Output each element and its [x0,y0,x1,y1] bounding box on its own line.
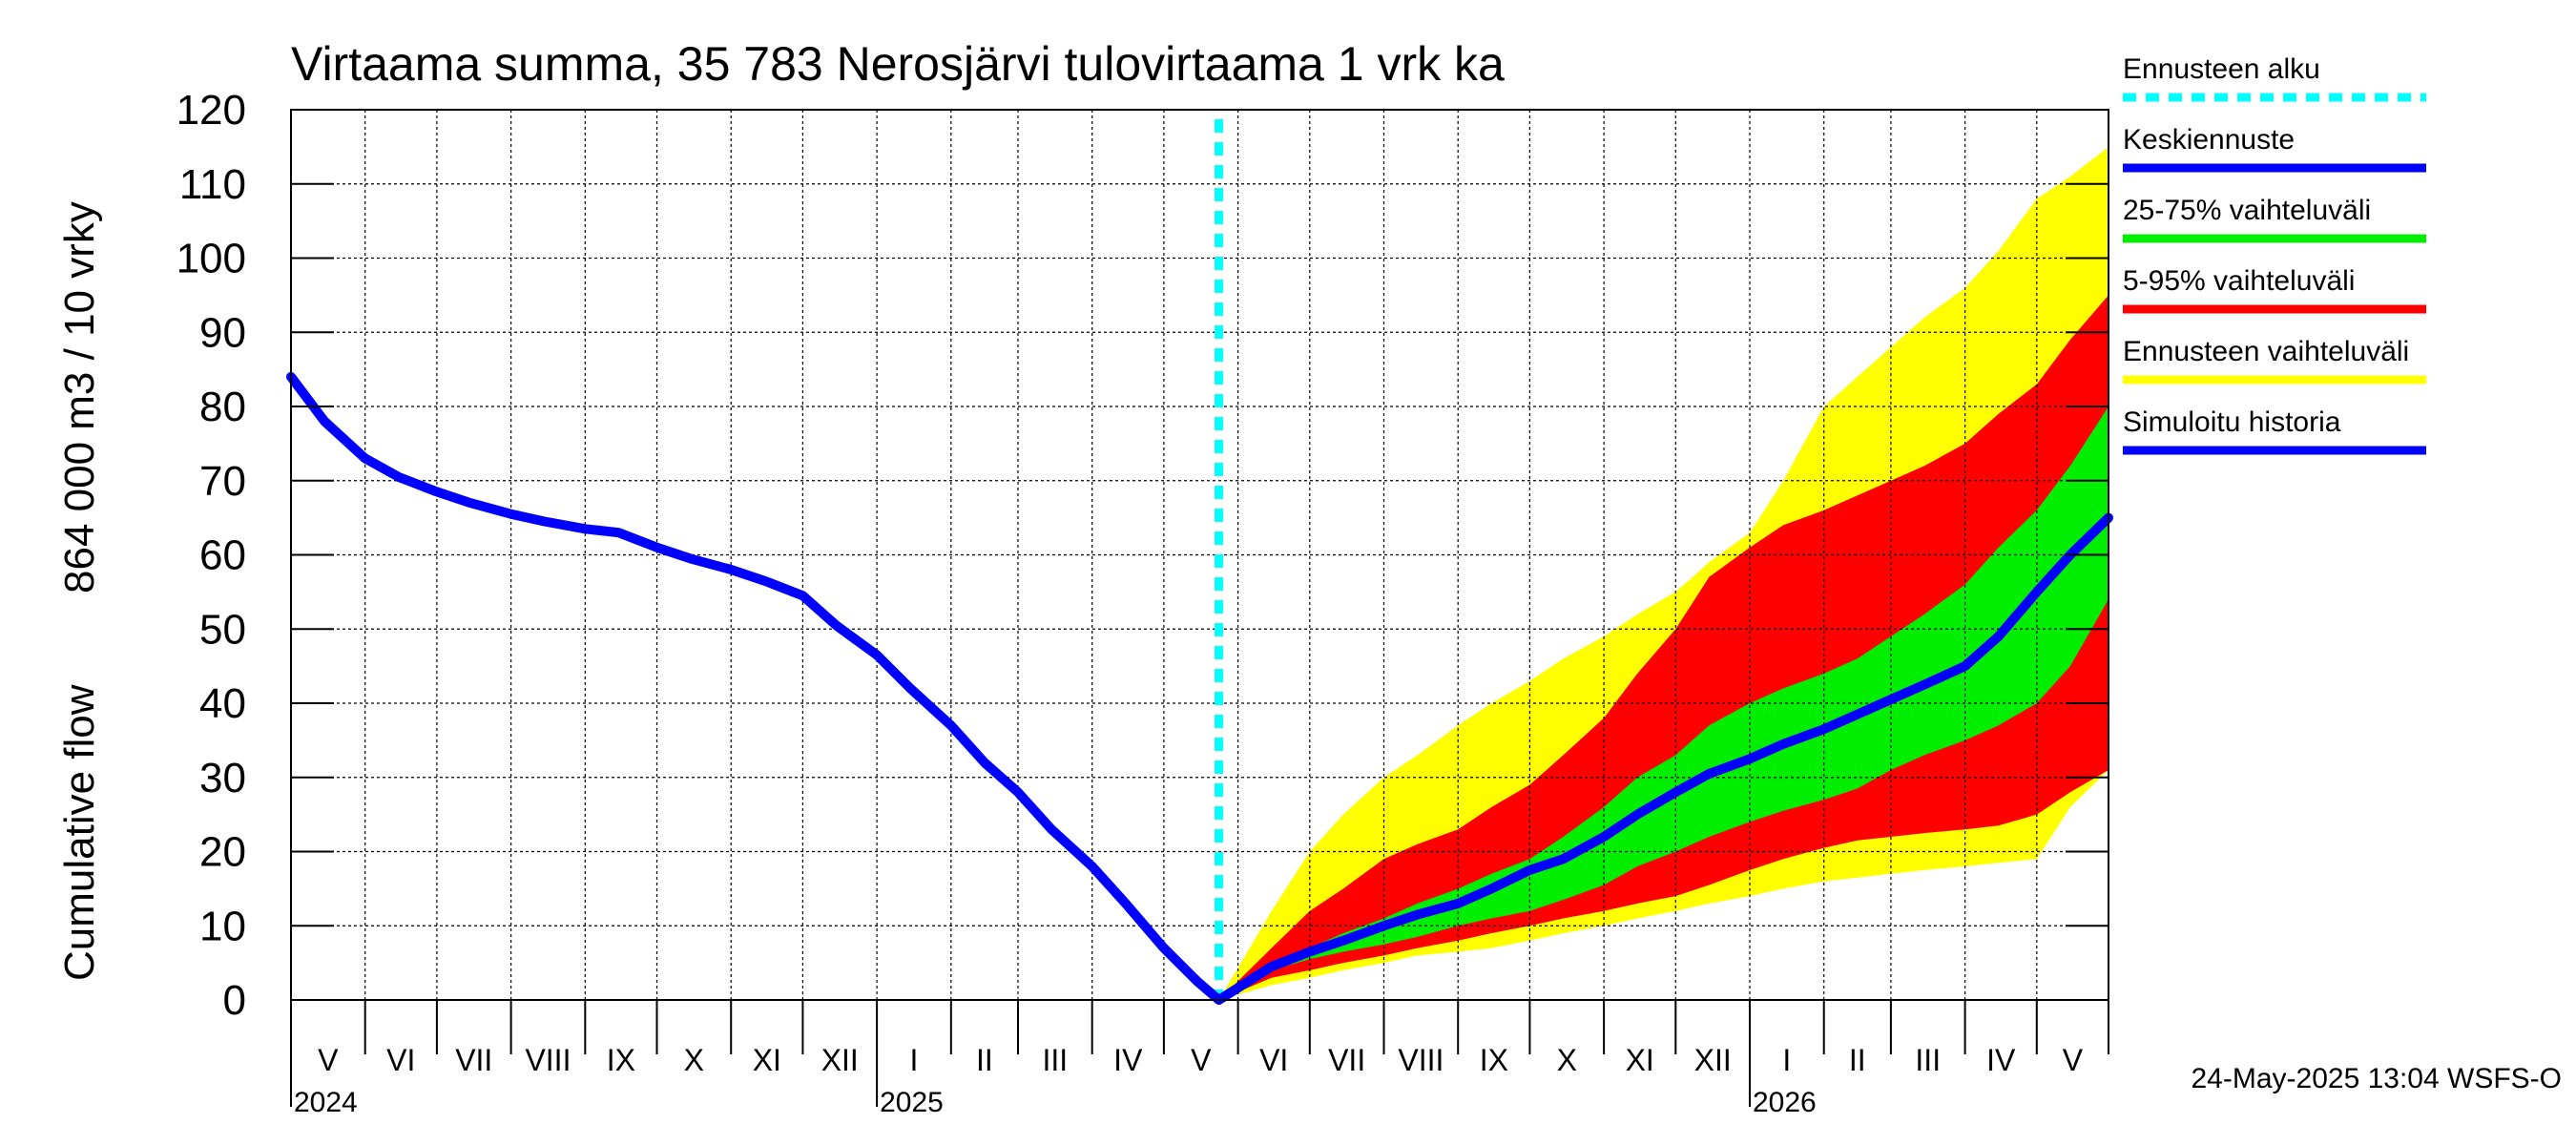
footer-timestamp: 24-May-2025 13:04 WSFS-O [2192,1063,2563,1094]
y-tick-label-0: 0 [223,977,246,1024]
y-tick-label-1: 10 [199,903,246,949]
month-label-13: VI [1259,1043,1288,1077]
year-label-1: 2025 [880,1087,944,1118]
y-tick-label-10: 100 [177,236,246,282]
legend-label-2: 25-75% vaihteluväli [2123,195,2371,226]
month-label-4: IX [607,1043,635,1077]
line-1 [286,371,1224,1005]
month-label-1: VI [386,1043,415,1077]
month-label-6: XI [753,1043,781,1077]
month-label-22: III [1915,1043,1941,1077]
band-1 [1218,295,2109,1000]
month-label-21: II [1849,1043,1866,1077]
month-label-24: V [2063,1043,2084,1077]
y-tick-label-4: 40 [199,680,246,727]
y-tick-label-8: 80 [199,384,246,430]
series-lines [286,119,2113,1005]
y-tick-label-2: 20 [199,829,246,876]
month-label-18: XI [1626,1043,1654,1077]
y-tick-label-5: 50 [199,606,246,653]
month-label-20: I [1782,1043,1791,1077]
y-tick-label-12: 120 [177,87,246,134]
month-label-11: IV [1113,1043,1143,1077]
y-tick-label-6: 60 [199,532,246,579]
legend-label-3: 5-95% vaihteluväli [2123,265,2355,297]
year-label-0: 2024 [294,1087,358,1118]
chart-title: Virtaama summa, 35 783 Nerosjärvi tulovi… [291,37,1505,91]
month-label-9: II [976,1043,993,1077]
month-label-14: VII [1328,1043,1365,1077]
y-tick-label-3: 30 [199,755,246,802]
month-label-8: I [910,1043,919,1077]
forecast-bands [1218,146,2109,1000]
month-label-5: X [684,1043,704,1077]
y-tick-label-11: 110 [179,161,246,208]
legend-label-5: Simuloitu historia [2123,406,2341,438]
legend: Ennusteen alku Keskiennuste 25-75% vaihtel… [2123,53,2426,455]
legend-label-1: Keskiennuste [2123,124,2295,156]
year-label-2: 2026 [1753,1087,1817,1118]
month-label-16: IX [1480,1043,1508,1077]
y-axis-label-line2: 864 000 m3 / 10 vrky [56,201,103,593]
y-tick-label-7: 70 [199,458,246,505]
legend-label-4: Ennusteen vaihteluväli [2123,336,2409,367]
month-label-23: IV [1986,1043,2016,1077]
month-label-19: XII [1694,1043,1732,1077]
month-label-10: III [1043,1043,1069,1077]
month-label-12: V [1191,1043,1212,1077]
y-axis-label-line1: Cumulative flow [56,684,103,981]
y-tick-label-9: 90 [199,309,246,356]
month-label-15: VIII [1398,1043,1444,1077]
month-label-0: V [318,1043,339,1077]
month-label-3: VIII [525,1043,571,1077]
legend-label-0: Ennusteen alku [2123,53,2320,85]
month-label-7: XII [821,1043,859,1077]
line-0 [1214,512,2113,1005]
month-label-2: VII [455,1043,492,1077]
month-label-17: X [1557,1043,1577,1077]
